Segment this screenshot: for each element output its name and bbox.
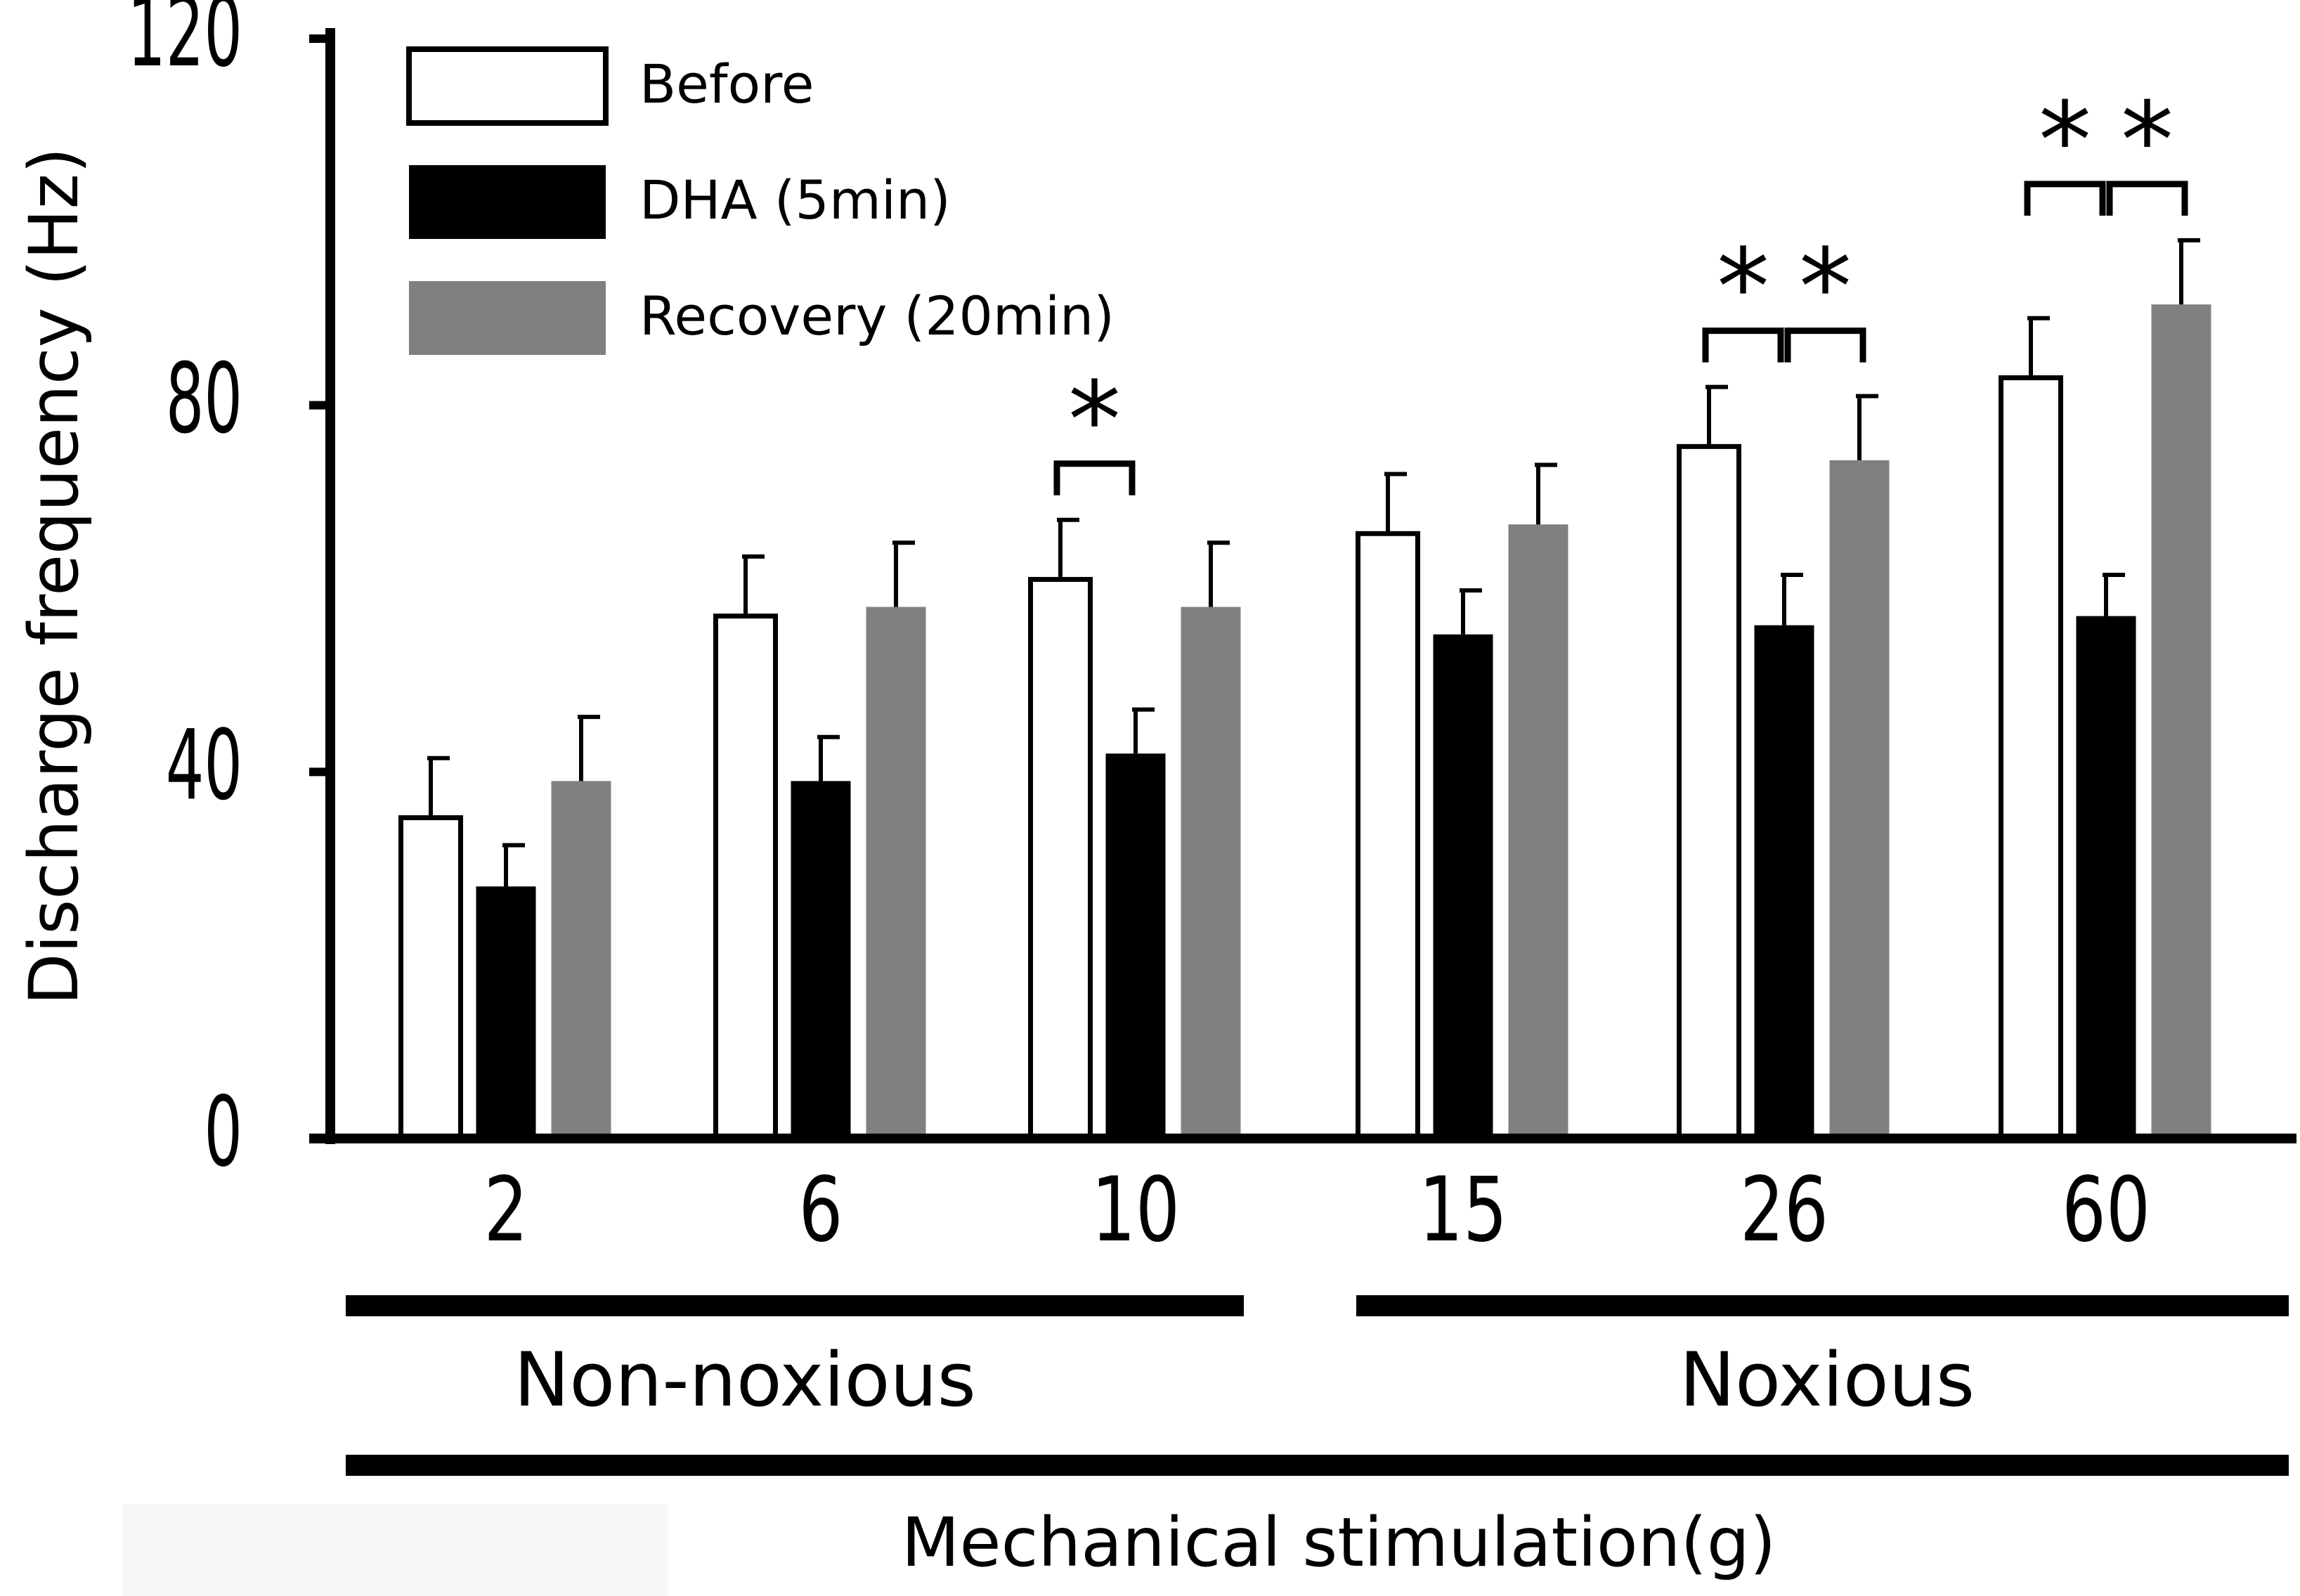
x-tick-label-26: 26	[1740, 1158, 1828, 1261]
bar-before-15	[1356, 531, 1420, 1141]
x-axis-title: Mechanical stimulation(g)	[902, 1503, 1776, 1582]
bar-recovery-20min-60	[2151, 304, 2211, 1138]
legend-label-before: Before	[639, 53, 814, 115]
x-tick-label-6: 6	[799, 1158, 843, 1261]
bar-dha-5min-15	[1433, 634, 1493, 1138]
y-tick-label-40: 40	[166, 710, 242, 822]
significance-bracket-60-2	[2106, 181, 2188, 216]
bar-dha-5min-26	[1754, 625, 1814, 1138]
significance-star-26-1: *	[1717, 227, 1769, 349]
legend: Before DHA (5min) Recovery (20min)	[406, 46, 1115, 355]
legend-label-recovery-20min: Recovery (20min)	[639, 285, 1115, 347]
bar-before-26	[1677, 443, 1741, 1141]
blank-patch	[123, 1504, 668, 1596]
bar-recovery-20min-6	[866, 606, 926, 1138]
bar-recovery-20min-26	[1829, 460, 1890, 1138]
bar-before-60	[1999, 375, 2063, 1141]
legend-label-dha-5min: DHA (5min)	[639, 169, 951, 231]
significance-star-60-2: *	[2121, 80, 2174, 202]
x-tick-label-10: 10	[1091, 1158, 1180, 1261]
legend-swatch-dha-5min	[409, 165, 606, 239]
bar-recovery-20min-15	[1508, 524, 1568, 1138]
significance-star-26-2: *	[1799, 227, 1852, 349]
bar-before-10	[1028, 576, 1093, 1141]
significance-star-10-1: *	[1068, 360, 1121, 482]
bar-recovery-20min-2	[551, 781, 611, 1138]
y-tick-label-120: 120	[127, 0, 242, 89]
x-tick-label-15: 15	[1419, 1158, 1507, 1261]
significance-star-60-1: *	[2039, 80, 2091, 202]
x-axis-title-bar	[346, 1455, 2289, 1476]
group-bar-noxious	[1356, 1295, 2289, 1316]
group-label-non-noxious: Non-noxious	[514, 1337, 976, 1423]
bar-recovery-20min-10	[1181, 606, 1241, 1138]
bar-dha-5min-10	[1105, 753, 1166, 1138]
bar-before-6	[713, 614, 778, 1141]
significance-bracket-10-1	[1053, 460, 1136, 495]
y-tick-label-0: 0	[204, 1077, 242, 1189]
y-tick-label-80: 80	[166, 344, 242, 456]
y-axis-title: Discharge frequency (Hz)	[15, 148, 93, 1006]
legend-swatch-before	[406, 46, 609, 126]
legend-swatch-recovery-20min	[409, 281, 606, 355]
bar-before-2	[398, 815, 463, 1141]
x-tick-label-2: 2	[484, 1158, 528, 1261]
bar-dha-5min-6	[791, 781, 851, 1138]
bar-dha-5min-60	[2076, 616, 2136, 1138]
bar-dha-5min-2	[476, 886, 536, 1138]
group-label-noxious: Noxious	[1679, 1337, 1975, 1423]
x-tick-label-60: 60	[2062, 1158, 2150, 1261]
significance-bracket-26-2	[1784, 327, 1866, 363]
significance-bracket-26-1	[1702, 327, 1784, 363]
significance-bracket-60-1	[2024, 181, 2106, 216]
group-bar-non-noxious	[346, 1295, 1244, 1316]
